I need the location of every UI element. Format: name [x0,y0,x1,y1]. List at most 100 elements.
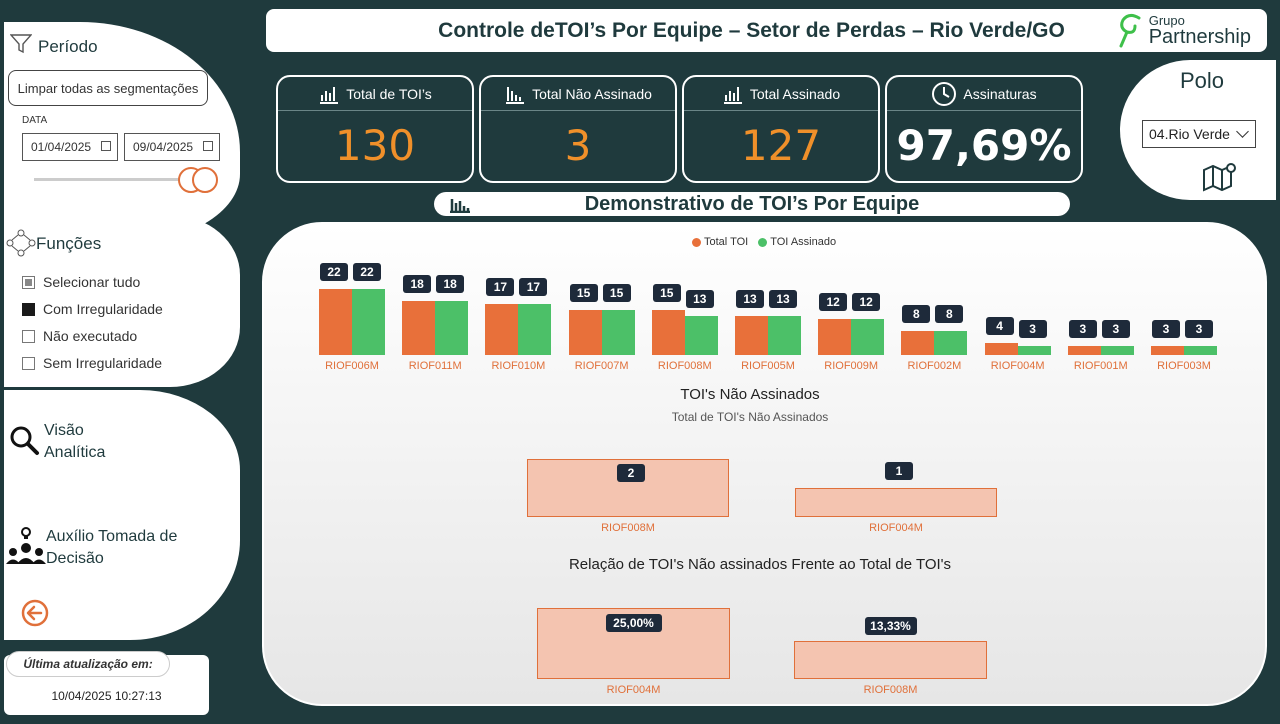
bar-total-toi[interactable] [818,319,852,355]
checkbox-checked-icon[interactable] [22,302,35,316]
page-title: Controle deTOI’s Por Equipe – Setor de P… [438,19,1065,42]
x-axis-label: RIOF008M [657,360,712,372]
bar-data-label: 15 [652,284,681,302]
last-update-panel: Última atualização em: 10/04/2025 10:27:… [4,651,209,715]
date-slider-track[interactable] [34,178,194,181]
bar-total-toi[interactable] [651,310,685,355]
chevron-down-icon[interactable] [1236,125,1249,138]
bar-toi-assinado[interactable] [352,289,385,355]
bar-data-label: 22 [353,263,381,281]
bar-riof004m[interactable] [795,488,997,517]
x-axis-label: RIOF010M [491,360,546,372]
bar-data-label: 3 [1018,320,1047,338]
date-slider-end-handle[interactable] [192,167,218,193]
start-date-input[interactable]: 01/04/2025 [22,133,118,161]
polo-selected-value: 04.Rio Verde [1149,126,1230,142]
bar-total-toi[interactable] [568,310,602,355]
logo-mark-icon [1119,13,1141,48]
data-label: DATA [22,115,48,126]
bar-total-toi[interactable] [485,304,519,355]
search-icon [10,426,39,455]
legend-label: TOI Assinado [770,236,837,248]
checkbox-label: Selecionar tudo [43,274,141,290]
bar-data-label: 8 [902,305,931,323]
bar-data-label: 15 [569,284,598,302]
funcoes-label: Funções [36,234,102,253]
bar-toi-assinado[interactable] [934,331,968,355]
kpi-value: 3 [564,121,592,170]
checkbox-label: Sem Irregularidade [43,355,163,371]
bar-toi-assinado[interactable] [435,301,469,355]
checkbox-unchecked-icon[interactable] [22,329,35,343]
title-bar: Controle deTOI’s Por Equipe – Setor de P… [266,9,1267,52]
bar-total-toi[interactable] [1151,346,1184,355]
legend-item-assinado: TOI Assinado [758,236,836,248]
legend-swatch [692,237,701,247]
x-axis-label: RIOF008M [601,522,655,534]
kpi-label: Assinaturas [963,85,1037,102]
bar-data-label: 4 [985,317,1014,335]
chart3-title: Relação de TOI's Não assinados Frente ao… [568,556,952,573]
kpi-total-tois: Total de TOI’s 130 [276,75,474,183]
x-axis-label: RIOF004M [869,522,923,534]
bar-total-toi[interactable] [901,331,935,355]
navigation-panel: Visão Analítica Auxílio Tomada de Decisã… [4,390,240,640]
checkbox-partial-icon[interactable] [22,275,35,289]
bar-toi-assinado[interactable] [518,304,552,355]
bar-data-label: 1 [885,462,913,480]
bar-total-toi[interactable] [735,316,768,355]
filter-icon [10,34,32,54]
legend-label: Total TOI [704,236,749,248]
team-idea-icon [6,527,46,564]
kpi-value: 130 [334,121,416,170]
kpi-value: 97,69% [896,121,1072,170]
bar-toi-assinado[interactable] [768,316,801,355]
bar-data-label: 15 [602,284,631,302]
kpi-label: Total Não Assinado [532,85,652,102]
polo-dropdown[interactable]: 04.Rio Verde [1142,120,1256,148]
kpi-assinaturas: Assinaturas 97,69% [885,75,1083,183]
polo-title: Polo [1180,68,1225,93]
chart2-title: TOI's Não Assinados [680,386,820,403]
bar-data-label: 8 [935,305,964,323]
bar-total-toi[interactable] [984,343,1018,355]
checkbox-nao-executado[interactable]: Não executado [22,328,137,344]
kpi-label: Total de TOI’s [346,85,432,102]
bar-data-label: 25,00% [605,614,662,632]
end-date-input[interactable]: 09/04/2025 [124,133,220,161]
bar-data-label: 13 [685,290,714,308]
calendar-icon[interactable] [203,141,213,151]
bar-data-label: 2 [617,464,645,482]
bar-toi-assinado[interactable] [1184,346,1217,355]
checkbox-com-irregularidade[interactable]: Com Irregularidade [22,301,163,317]
visao-label-line1: Visão [44,422,84,439]
bar-data-label: 18 [436,275,465,293]
kpi-total-nao-assinado: Total Não Assinado 3 [479,75,677,183]
bar-toi-assinado[interactable] [1017,346,1051,355]
bar-total-toi[interactable] [319,289,352,355]
bar-chart-icon [723,86,742,104]
bar-riof008m[interactable] [794,641,987,679]
clock-icon [932,81,957,106]
checkbox-sem-irregularidade[interactable]: Sem Irregularidade [22,355,162,371]
bar-toi-assinado[interactable] [684,316,718,355]
auxilio-label-line1: Auxílio Tomada de [46,528,178,545]
kpi-total-assinado: Total Assinado 127 [682,75,880,183]
checkbox-unchecked-icon[interactable] [22,356,35,370]
visao-analitica-button[interactable]: Visão Analítica [8,420,208,468]
auxilio-decisao-button[interactable]: Auxílio Tomada de Decisão [6,526,216,576]
x-axis-label: RIOF004M [606,684,661,696]
checkbox-selecionar-tudo[interactable]: Selecionar tudo [22,274,140,290]
bar-toi-assinado[interactable] [1100,346,1134,355]
clear-segmentations-button[interactable]: Limpar todas as segmentações [8,70,208,106]
bar-toi-assinado[interactable] [851,319,885,355]
bar-total-toi[interactable] [1067,346,1101,355]
bar-data-label: 12 [819,293,848,311]
calendar-icon[interactable] [101,141,111,151]
bar-toi-assinado[interactable] [601,310,635,355]
start-date-value: 01/04/2025 [31,140,92,154]
bar-data-label: 3 [1101,320,1130,338]
map-icon[interactable] [1202,162,1238,192]
bar-total-toi[interactable] [402,301,436,355]
back-arrow-icon[interactable] [20,598,50,628]
